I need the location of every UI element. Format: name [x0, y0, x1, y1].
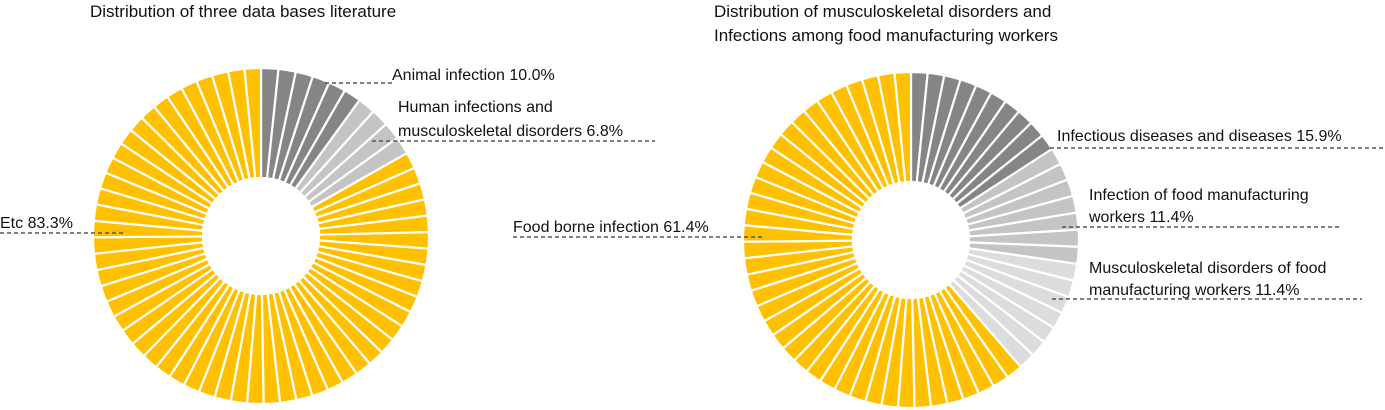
label-infectious-diseases: Infectious diseases and diseases 15.9%: [1057, 128, 1342, 145]
chart-1: Distribution of three data bases literat…: [0, 2, 655, 406]
slice-infectious-diseases-and-diseases: [909, 70, 1054, 210]
slice-segment: [243, 66, 263, 180]
label-human-infections-line-1: Human infections and: [398, 99, 553, 116]
label-food-borne-infection: Food borne infection 61.4%: [513, 219, 709, 236]
label-etc: Etc 83.3%: [0, 215, 73, 232]
chart-2: Distribution of musculoskeletal disorder…: [513, 2, 1385, 410]
chart-2-donut: [741, 70, 1081, 410]
slice-human-infections-and-musculoskeletal-disorders: [293, 98, 409, 209]
chart-1-donut: [91, 66, 431, 406]
label-musculoskeletal-food-workers-line-2: manufacturing workers 11.4%: [1089, 282, 1299, 299]
label-animal-infection: Animal infection 10.0%: [392, 67, 555, 84]
chart-1-title: Distribution of three data bases literat…: [90, 2, 396, 21]
label-human-infections-line-2: musculoskeletal disorders 6.8%: [398, 123, 623, 140]
slice-etc: [91, 66, 431, 406]
slice-food-borne-infection: [741, 70, 1022, 410]
label-infection-food-workers-line-1: Infection of food manufacturing: [1089, 187, 1309, 204]
slice-animal-infection: [259, 66, 361, 191]
slice-infection-of-food-manufacturing-workers: [958, 147, 1081, 266]
slice-segment: [893, 70, 913, 184]
chart-2-title-line-1: Distribution of musculoskeletal disorder…: [714, 2, 1051, 21]
chart-2-title-line-2: Infections among food manufacturing work…: [714, 26, 1058, 45]
label-musculoskeletal-food-workers-line-1: Musculoskeletal disorders of food: [1089, 260, 1326, 277]
label-infection-food-workers-line-2: workers 11.4%: [1088, 209, 1194, 226]
